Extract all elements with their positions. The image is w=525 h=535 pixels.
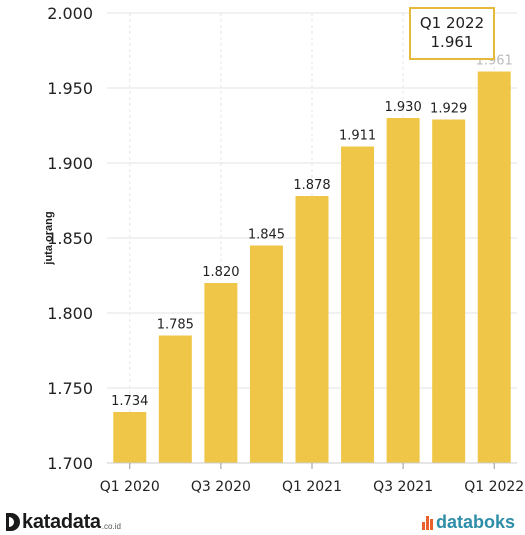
bar-value-label: 1.878 xyxy=(293,178,330,193)
databoks-bars-icon xyxy=(421,514,433,530)
y-tick-label: 1.900 xyxy=(47,154,93,173)
y-tick-label: 1.850 xyxy=(47,229,93,248)
y-tick-label: 1.700 xyxy=(47,454,93,473)
bar-value-label: 1.785 xyxy=(157,318,194,333)
katadata-logo: katadata .co.id xyxy=(6,510,121,534)
y-axis-label: juta orang xyxy=(43,211,55,265)
bar-value-label: 1.929 xyxy=(430,102,467,117)
katadata-domain-suffix: .co.id xyxy=(101,521,121,531)
y-tick-label: 1.950 xyxy=(47,79,93,98)
x-tick-label: Q3 2021 xyxy=(373,479,433,495)
katadata-d-icon xyxy=(6,513,20,531)
katadata-brand-text: katadata xyxy=(22,510,101,533)
y-tick-label: 1.800 xyxy=(47,304,93,323)
bar xyxy=(158,335,192,463)
bar xyxy=(295,196,329,463)
bar-value-label: 1.845 xyxy=(248,228,285,243)
bar-value-label: 1.930 xyxy=(385,100,422,115)
bar xyxy=(249,245,283,463)
tooltip-category: Q1 2022 xyxy=(419,14,485,32)
bar xyxy=(113,412,147,463)
bar xyxy=(204,283,238,463)
bar-value-label: 1.734 xyxy=(111,394,148,409)
tooltip: Q1 2022 1.961 xyxy=(409,7,495,60)
x-tick-label: Q1 2021 xyxy=(282,479,342,495)
tooltip-value: 1.961 xyxy=(430,33,474,51)
x-tick-label: Q3 2020 xyxy=(191,479,251,495)
bar xyxy=(386,118,420,463)
bar-value-label: 1.911 xyxy=(339,129,376,144)
y-tick-label: 2.000 xyxy=(47,4,93,23)
bar xyxy=(432,119,466,463)
x-tick-label: Q1 2022 xyxy=(464,479,524,495)
x-tick-label: Q1 2020 xyxy=(100,479,160,495)
bar-value-label: 1.820 xyxy=(202,265,239,280)
databoks-logo: databoks xyxy=(421,511,515,533)
databoks-brand-text: databoks xyxy=(435,511,515,532)
bar xyxy=(477,71,511,463)
y-tick-label: 1.750 xyxy=(47,379,93,398)
bar xyxy=(341,146,375,463)
